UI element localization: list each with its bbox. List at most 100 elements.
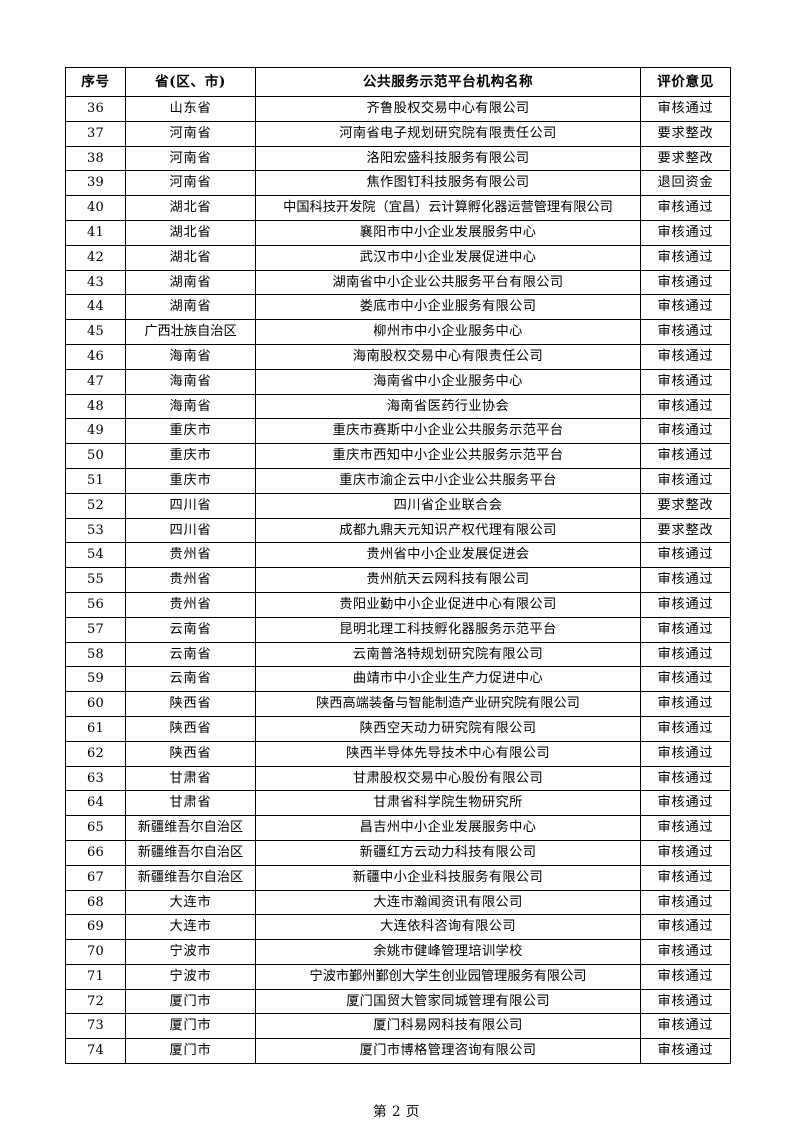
table-row: 43 湖南省 湖南省中小企业公共服务平台有限公司 审核通过	[65, 269, 731, 296]
cell-sequence: 40	[65, 195, 126, 221]
cell-sequence: 65	[65, 815, 126, 841]
cell-sequence: 66	[65, 839, 126, 866]
cell-evaluation: 要求整改	[640, 517, 731, 544]
cell-evaluation: 审核通过	[640, 591, 731, 618]
cell-sequence: 45	[65, 319, 126, 345]
cell-province: 贵州省	[125, 567, 256, 593]
cell-platform-name: 新疆中小企业科技服务有限公司	[255, 864, 641, 891]
cell-platform-name: 洛阳宏盛科技服务有限公司	[255, 145, 641, 172]
cell-evaluation: 审核通过	[640, 765, 731, 792]
cell-province: 新疆维吾尔自治区	[125, 839, 256, 866]
cell-province: 湖南省	[125, 269, 256, 296]
cell-platform-name: 贵州省中小企业发展促进会	[255, 542, 641, 569]
cell-evaluation: 审核通过	[640, 393, 731, 420]
table-row: 36 山东省 齐鲁股权交易中心有限公司 审核通过	[65, 96, 731, 122]
cell-platform-name: 齐鲁股权交易中心有限公司	[255, 96, 641, 122]
cell-platform-name: 余姚市健峰管理培训学校	[255, 939, 641, 965]
cell-sequence: 48	[65, 393, 126, 420]
table-row: 55 贵州省 贵州航天云网科技有限公司 审核通过	[65, 567, 731, 593]
cell-province: 云南省	[125, 641, 256, 668]
cell-platform-name: 宁波市鄞州鄞创大学生创业园管理服务有限公司	[255, 963, 641, 990]
cell-evaluation: 审核通过	[640, 988, 731, 1015]
table-row: 53 四川省 成都九鼎天元知识产权代理有限公司 要求整改	[65, 517, 731, 544]
table-row: 39 河南省 焦作图钉科技服务有限公司 退回资金	[65, 170, 731, 197]
cell-evaluation: 审核通过	[640, 864, 731, 891]
cell-province: 海南省	[125, 343, 256, 370]
cell-province: 云南省	[125, 616, 256, 643]
cell-platform-name: 重庆市西知中小企业公共服务示范平台	[255, 443, 641, 469]
table-row: 44 湖南省 娄底市中小企业服务有限公司 审核通过	[65, 294, 731, 321]
table-row: 72 厦门市 厦门国贸大管家同城管理有限公司 审核通过	[65, 988, 731, 1015]
cell-evaluation: 审核通过	[640, 914, 731, 941]
cell-platform-name: 海南股权交易中心有限责任公司	[255, 343, 641, 370]
cell-evaluation: 审核通过	[640, 1013, 731, 1040]
cell-sequence: 74	[65, 1038, 126, 1065]
cell-platform-name: 大连市瀚闻资讯有限公司	[255, 889, 641, 916]
table-header-row: 序号 省(区、市) 公共服务示范平台机构名称 评价意见	[65, 67, 731, 97]
cell-province: 湖北省	[125, 244, 256, 271]
table-row: 38 河南省 洛阳宏盛科技服务有限公司 要求整改	[65, 145, 731, 172]
cell-province: 重庆市	[125, 418, 256, 445]
cell-platform-name: 海南省医药行业协会	[255, 393, 641, 420]
table-row: 46 海南省 海南股权交易中心有限责任公司 审核通过	[65, 343, 731, 370]
cell-province: 河南省	[125, 170, 256, 197]
cell-platform-name: 昆明北理工科技孵化器服务示范平台	[255, 616, 641, 643]
table-row: 50 重庆市 重庆市西知中小企业公共服务示范平台 审核通过	[65, 443, 731, 469]
column-header-platform-name: 公共服务示范平台机构名称	[255, 67, 641, 97]
cell-platform-name: 襄阳市中小企业发展服务中心	[255, 219, 641, 246]
cell-sequence: 54	[65, 542, 126, 569]
cell-sequence: 61	[65, 715, 126, 742]
cell-province: 湖南省	[125, 294, 256, 321]
cell-platform-name: 成都九鼎天元知识产权代理有限公司	[255, 517, 641, 544]
table-row: 47 海南省 海南省中小企业服务中心 审核通过	[65, 368, 731, 395]
cell-province: 广西壮族自治区	[125, 319, 256, 345]
cell-sequence: 68	[65, 889, 126, 916]
cell-sequence: 46	[65, 343, 126, 370]
cell-province: 海南省	[125, 368, 256, 395]
table-row: 59 云南省 曲靖市中小企业生产力促进中心 审核通过	[65, 666, 731, 693]
cell-province: 甘肃省	[125, 790, 256, 817]
cell-sequence: 57	[65, 616, 126, 643]
cell-evaluation: 审核通过	[640, 368, 731, 395]
cell-platform-name: 柳州市中小企业服务中心	[255, 319, 641, 345]
cell-sequence: 41	[65, 219, 126, 246]
cell-province: 湖北省	[125, 219, 256, 246]
cell-sequence: 37	[65, 120, 126, 147]
table-row: 73 厦门市 厦门科易网科技有限公司 审核通过	[65, 1013, 731, 1040]
cell-evaluation: 审核通过	[640, 963, 731, 990]
cell-evaluation: 审核通过	[640, 219, 731, 246]
table-row: 66 新疆维吾尔自治区 新疆红方云动力科技有限公司 审核通过	[65, 839, 731, 866]
table-row: 61 陕西省 陕西空天动力研究院有限公司 审核通过	[65, 715, 731, 742]
table-row: 37 河南省 河南省电子规划研究院有限责任公司 要求整改	[65, 120, 731, 147]
table-row: 67 新疆维吾尔自治区 新疆中小企业科技服务有限公司 审核通过	[65, 864, 731, 891]
table-body: 36 山东省 齐鲁股权交易中心有限公司 审核通过 37 河南省 河南省电子规划研究院有限责任…	[65, 96, 731, 1065]
platform-listing-table-container: 序号 省(区、市) 公共服务示范平台机构名称 评价意见 36 山东省 齐鲁股权交易中…	[65, 67, 731, 1065]
cell-province: 陕西省	[125, 691, 256, 717]
cell-sequence: 58	[65, 641, 126, 668]
cell-evaluation: 审核通过	[640, 889, 731, 916]
cell-province: 厦门市	[125, 1013, 256, 1040]
cell-province: 河南省	[125, 120, 256, 147]
table-row: 45 广西壮族自治区 柳州市中小企业服务中心 审核通过	[65, 319, 731, 345]
table-row: 69 大连市 大连依科咨询有限公司 审核通过	[65, 914, 731, 941]
cell-platform-name: 河南省电子规划研究院有限责任公司	[255, 120, 641, 147]
cell-evaluation: 审核通过	[640, 443, 731, 469]
cell-evaluation: 审核通过	[640, 691, 731, 717]
cell-province: 甘肃省	[125, 765, 256, 792]
table-row: 68 大连市 大连市瀚闻资讯有限公司 审核通过	[65, 889, 731, 916]
cell-evaluation: 退回资金	[640, 170, 731, 197]
cell-province: 宁波市	[125, 939, 256, 965]
cell-evaluation: 审核通过	[640, 244, 731, 271]
cell-platform-name: 昌吉州中小企业发展服务中心	[255, 815, 641, 841]
cell-sequence: 59	[65, 666, 126, 693]
cell-evaluation: 审核通过	[640, 542, 731, 569]
cell-province: 宁波市	[125, 963, 256, 990]
cell-platform-name: 重庆市赛斯中小企业公共服务示范平台	[255, 418, 641, 445]
cell-sequence: 42	[65, 244, 126, 271]
cell-sequence: 36	[65, 96, 126, 122]
cell-sequence: 43	[65, 269, 126, 296]
cell-evaluation: 审核通过	[640, 616, 731, 643]
cell-platform-name: 厦门市博格管理咨询有限公司	[255, 1038, 641, 1065]
cell-evaluation: 审核通过	[640, 567, 731, 593]
cell-sequence: 69	[65, 914, 126, 941]
